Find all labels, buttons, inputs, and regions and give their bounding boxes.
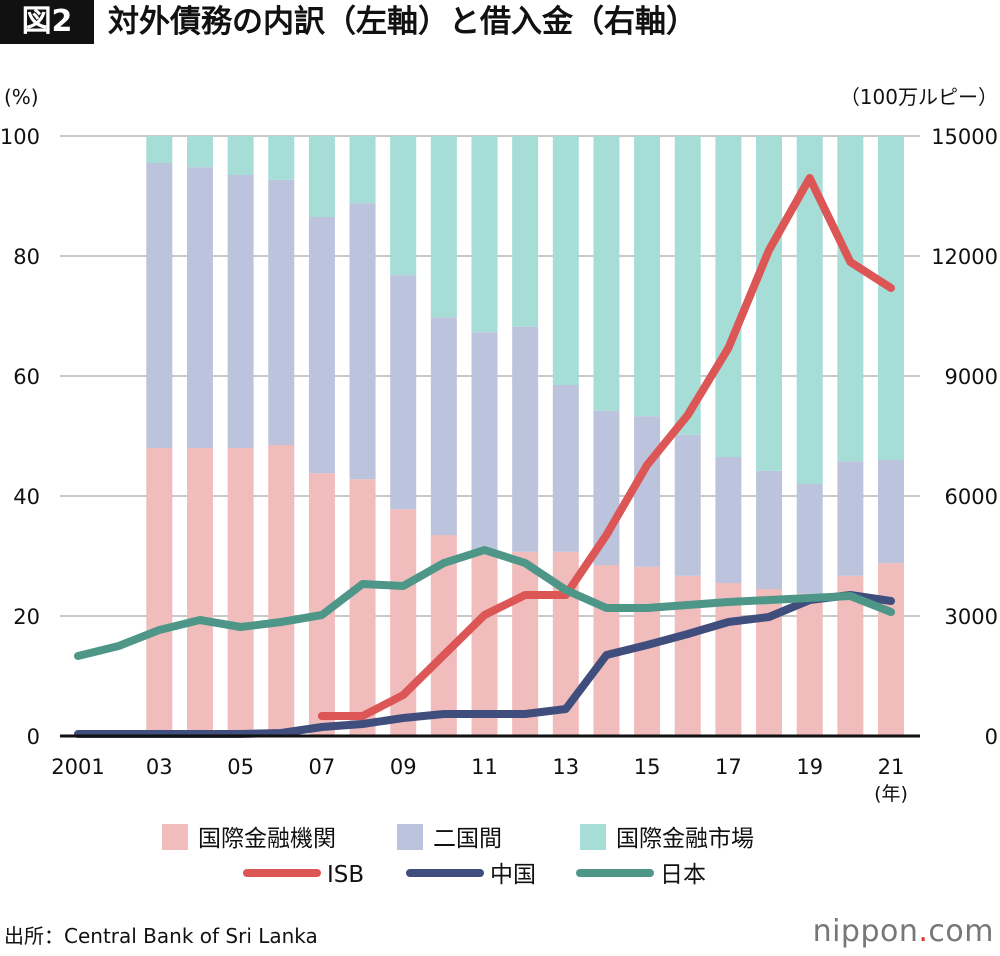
y-left-tick-label: 0	[27, 725, 40, 749]
bar-bilateral-2006	[268, 179, 295, 446]
line-china	[74, 591, 895, 738]
bar-multilateral-2008	[349, 479, 376, 736]
y-right-tick-label: 3000	[945, 605, 998, 629]
bar-bilateral-2005	[227, 175, 254, 448]
bar-multilateral-2015	[634, 566, 661, 736]
bar-market-2006	[268, 136, 295, 180]
line-japan	[74, 546, 895, 660]
legend-label-market: 国際金融市場	[616, 826, 754, 852]
bar-market-2010	[430, 136, 457, 318]
bar-bilateral-2007	[308, 217, 335, 474]
bar-multilateral-2004	[186, 448, 213, 736]
bar-market-2008	[349, 136, 376, 204]
bar-market-2003	[146, 136, 173, 163]
x-axis-unit: (年)	[874, 783, 908, 805]
bar-market-2007	[308, 136, 335, 217]
x-tick-label: 15	[634, 755, 661, 779]
chart-title: 対外債務の内訳（左軸）と借入金（右軸）	[108, 4, 697, 40]
y-left-axis-label: (%)	[4, 85, 39, 109]
x-tick-label: 07	[309, 755, 336, 779]
bar-market-2014	[593, 136, 620, 411]
y-right-tick-label: 15000	[931, 125, 998, 149]
legend-label-isb: ISB	[327, 862, 364, 888]
bar-market-2013	[552, 136, 579, 385]
x-tick-label: 03	[146, 755, 173, 779]
bar-market-2011	[471, 136, 498, 333]
y-left-tick-label: 100	[0, 125, 40, 149]
line-isb	[317, 174, 895, 720]
bar-multilateral-2005	[227, 448, 254, 736]
bar-bilateral-2004	[186, 167, 213, 448]
legend-swatch-bilateral	[397, 824, 423, 850]
bar-bilateral-2008	[349, 203, 376, 480]
bar-market-2005	[227, 136, 254, 175]
y-left-tick-label: 40	[13, 485, 40, 509]
bar-bilateral-2010	[430, 317, 457, 535]
bar-market-2017	[715, 136, 742, 457]
legend-swatch-market	[580, 824, 606, 850]
bar-bilateral-2020	[837, 461, 864, 576]
bar-multilateral-2011	[471, 550, 498, 736]
x-tick-label: 05	[227, 755, 254, 779]
bar-bilateral-2012	[512, 326, 539, 552]
bar-market-2004	[186, 136, 213, 168]
y-right-tick-label: 12000	[931, 245, 998, 269]
y-left-tick-label: 80	[13, 245, 40, 269]
legend-label-china: 中国	[490, 862, 536, 888]
bar-market-2020	[837, 136, 864, 462]
bar-multilateral-2019	[796, 593, 823, 736]
bar-multilateral-2017	[715, 583, 742, 736]
bar-bilateral-2009	[390, 275, 417, 510]
bar-bilateral-2019	[796, 484, 823, 594]
bar-market-2021	[878, 136, 904, 460]
nippon-logo: nippon.com	[812, 914, 994, 949]
y-right-tick-label: 9000	[945, 365, 998, 389]
x-tick-label: 21	[878, 755, 905, 779]
x-tick-label: 2001	[51, 755, 104, 779]
y-right-tick-label: 0	[985, 725, 998, 749]
bar-bilateral-2015	[634, 416, 661, 567]
bar-market-2009	[390, 136, 417, 276]
bar-bilateral-2017	[715, 457, 742, 583]
bar-bilateral-2003	[146, 163, 173, 448]
bar-multilateral-2003	[146, 448, 173, 736]
x-tick-label: 11	[471, 755, 498, 779]
y-left-tick-label: 60	[13, 365, 40, 389]
y-right-tick-label: 6000	[945, 485, 998, 509]
bar-bilateral-2021	[878, 460, 904, 564]
bar-bilateral-2013	[552, 385, 579, 552]
bar-multilateral-2006	[268, 445, 295, 736]
x-tick-label: 19	[796, 755, 823, 779]
bar-market-2015	[634, 136, 661, 417]
x-tick-label: 17	[715, 755, 742, 779]
legend-label-bilateral: 二国間	[433, 826, 502, 852]
y-right-axis-label: （100万ルピー）	[840, 85, 998, 109]
bar-bilateral-2011	[471, 332, 498, 550]
legend-label-japan: 日本	[660, 862, 706, 888]
legend-label-multilateral: 国際金融機関	[198, 826, 336, 852]
bar-multilateral-2016	[674, 575, 701, 736]
bar-multilateral-2021	[878, 563, 904, 736]
x-tick-label: 13	[552, 755, 579, 779]
bar-bilateral-2016	[674, 434, 701, 576]
x-tick-label: 09	[390, 755, 417, 779]
y-left-tick-label: 20	[13, 605, 40, 629]
bar-market-2012	[512, 136, 539, 327]
bar-market-2018	[756, 136, 783, 471]
bar-bilateral-2018	[756, 470, 783, 589]
bar-market-2016	[674, 136, 701, 435]
bar-multilateral-2012	[512, 551, 539, 736]
legend-swatch-multilateral	[162, 824, 188, 850]
figure-label: 図2	[0, 0, 94, 44]
source-note: 出所：Central Bank of Sri Lanka	[4, 924, 318, 948]
